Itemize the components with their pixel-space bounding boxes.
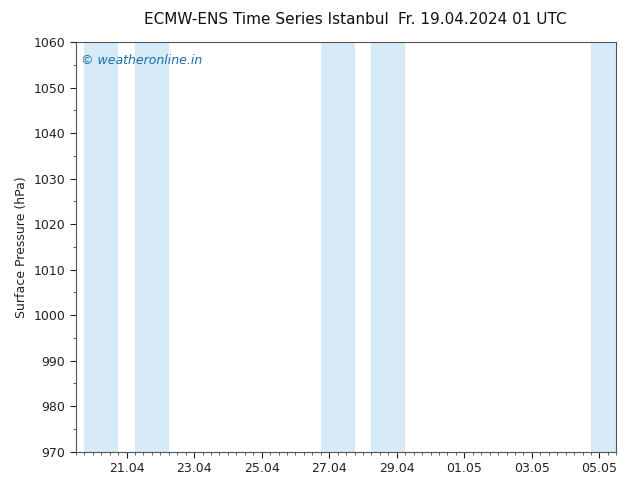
Text: ECMW-ENS Time Series Istanbul: ECMW-ENS Time Series Istanbul [144, 12, 389, 27]
Text: © weatheronline.in: © weatheronline.in [81, 54, 202, 67]
Bar [372, 42, 405, 452]
Bar [84, 42, 118, 452]
Bar [591, 42, 616, 452]
Text: Fr. 19.04.2024 01 UTC: Fr. 19.04.2024 01 UTC [398, 12, 566, 27]
Y-axis label: Surface Pressure (hPa): Surface Pressure (hPa) [15, 176, 28, 318]
Bar [135, 42, 169, 452]
Bar [321, 42, 354, 452]
